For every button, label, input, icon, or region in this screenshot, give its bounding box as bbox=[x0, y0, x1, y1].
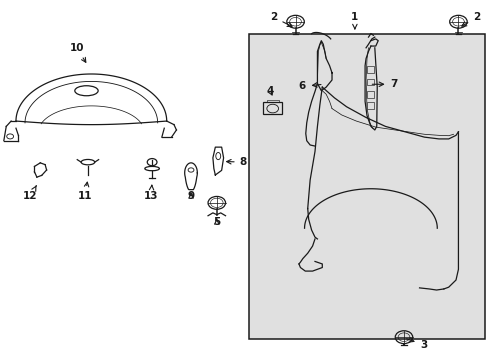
Bar bbox=[366, 66, 373, 73]
Text: 3: 3 bbox=[406, 338, 427, 350]
Bar bbox=[366, 79, 373, 85]
Text: 6: 6 bbox=[298, 81, 320, 91]
Text: 10: 10 bbox=[69, 43, 85, 62]
Text: 12: 12 bbox=[23, 186, 38, 201]
Text: 1: 1 bbox=[350, 13, 358, 29]
Bar bbox=[249, 33, 484, 339]
Text: 13: 13 bbox=[143, 185, 158, 201]
Text: 2: 2 bbox=[270, 13, 291, 26]
Text: 7: 7 bbox=[371, 79, 397, 89]
Bar bbox=[266, 100, 278, 103]
Ellipse shape bbox=[144, 166, 159, 171]
Text: 11: 11 bbox=[78, 182, 92, 201]
Bar bbox=[263, 103, 282, 114]
Text: 9: 9 bbox=[187, 191, 194, 201]
Text: 5: 5 bbox=[213, 217, 220, 227]
Bar bbox=[366, 102, 373, 109]
Text: 4: 4 bbox=[266, 86, 273, 96]
Text: 8: 8 bbox=[226, 157, 246, 167]
Bar bbox=[366, 91, 373, 98]
Text: 2: 2 bbox=[461, 13, 479, 26]
